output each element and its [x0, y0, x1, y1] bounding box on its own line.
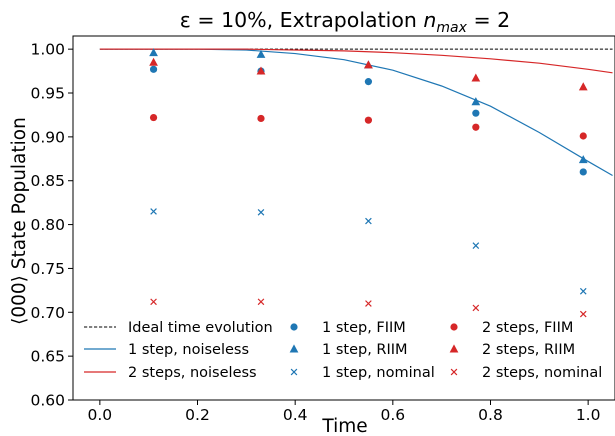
- chart-title-var: n: [423, 8, 436, 32]
- y-tick-label: 0.65: [30, 348, 65, 366]
- y-tick-label: 0.75: [30, 260, 65, 278]
- data-point-2-steps-riim: [578, 82, 588, 91]
- series-line-2-steps-noiseless: [99, 48, 613, 74]
- data-point-2-steps-fiim: [364, 116, 373, 124]
- chart-title: ε = 10%, Extrapolation nmax = 2: [180, 8, 510, 36]
- legend-label: 1 step, FIIM: [322, 320, 406, 336]
- legend-label: 2 steps, RIIM: [482, 342, 575, 358]
- legend-label: 2 steps, noiseless: [128, 365, 257, 381]
- y-tick-label: 0.95: [30, 85, 65, 103]
- chart-title-sub: max: [436, 20, 467, 36]
- data-point-1-step-fiim: [364, 78, 373, 86]
- data-point-1-step-fiim: [579, 168, 587, 176]
- legend-item-2-steps-noiseless: 2 steps, noiseless: [84, 365, 257, 381]
- legend-item-2-steps-riim: 2 steps, RIIM: [449, 342, 575, 358]
- data-point-2-steps-nominal: [579, 310, 587, 318]
- data-point-1-step-nominal: [150, 208, 157, 215]
- series-line-1-step-noiseless: [99, 48, 613, 176]
- plot-markers: [149, 48, 588, 318]
- y-axis-label: ⟨000⟩ State Population: [9, 117, 30, 325]
- x-tick-label: 0.6: [381, 406, 406, 424]
- legend-item-2-steps-nominal: 2 steps, nominal: [450, 365, 602, 381]
- data-point-2-steps-riim: [364, 60, 373, 69]
- legend-item-1-step-fiim: 1 step, FIIM: [290, 320, 406, 336]
- legend-swatch: [290, 323, 298, 331]
- chart-title-prefix: ε = 10%, Extrapolation: [180, 8, 424, 32]
- data-point-1-step-fiim: [149, 65, 158, 73]
- legend-swatch: [449, 344, 459, 353]
- legend-swatch: [289, 344, 299, 353]
- data-point-2-steps-fiim: [257, 114, 265, 123]
- axes: 0.0 0.2 0.4 0.6 0.8 1.0 0.60 0.65 0.70 0.75 0.80 0.…: [30, 35, 615, 424]
- legend-swatch: [290, 368, 298, 376]
- data-point-1-step-riim: [471, 97, 481, 106]
- data-point-1-step-fiim: [472, 109, 480, 117]
- legend-label: 1 step, noiseless: [128, 342, 249, 358]
- data-point-1-step-nominal: [579, 287, 587, 295]
- data-point-1-step-nominal: [365, 217, 372, 225]
- y-tick-label: 0.70: [30, 304, 65, 322]
- data-point-2-steps-riim: [256, 66, 266, 75]
- legend-swatch: [450, 323, 458, 331]
- y-tick-label: 0.80: [30, 216, 65, 234]
- data-point-1-step-nominal: [472, 242, 480, 249]
- data-point-2-steps-nominal: [472, 304, 480, 312]
- legend-label: Ideal time evolution: [128, 320, 273, 336]
- chart-title-suffix: = 2: [467, 8, 510, 32]
- legend-label: 1 step, RIIM: [322, 342, 408, 358]
- legend-item-2-steps-fiim: 2 steps, FIIM: [450, 320, 573, 336]
- data-point-2-steps-nominal: [150, 298, 157, 306]
- x-tick-label: 0.2: [185, 406, 210, 424]
- x-tick-label: 0.8: [478, 406, 503, 424]
- legend: Ideal time evolution 1 step, noiseless 2 s…: [84, 320, 602, 381]
- y-tick-label: 0.85: [30, 172, 65, 190]
- legend-label: 1 step, nominal: [322, 365, 435, 381]
- data-point-2-steps-riim: [471, 73, 481, 82]
- legend-item-1-step-riim: 1 step, RIIM: [289, 342, 408, 358]
- legend-item-1-step-noiseless: 1 step, noiseless: [84, 342, 249, 358]
- legend-swatch: [450, 368, 458, 376]
- legend-item-1-step-nominal: 1 step, nominal: [290, 365, 435, 381]
- legend-item-ideal-time-evolution: Ideal time evolution: [84, 320, 273, 336]
- x-axis-label: Time: [321, 416, 367, 436]
- data-point-1-step-nominal: [257, 208, 265, 216]
- data-point-1-step-riim: [149, 48, 158, 57]
- data-point-2-steps-riim: [149, 57, 158, 66]
- y-tick-label: 1.00: [30, 41, 65, 59]
- legend-label: 2 steps, nominal: [482, 365, 602, 381]
- data-point-2-steps-nominal: [365, 300, 372, 307]
- data-point-1-step-riim: [256, 49, 266, 58]
- data-point-2-steps-fiim: [149, 113, 158, 122]
- y-tick-label: 0.60: [30, 392, 65, 410]
- data-point-2-steps-fiim: [472, 123, 480, 131]
- data-point-2-steps-nominal: [257, 298, 265, 306]
- legend-label: 2 steps, FIIM: [482, 320, 573, 336]
- x-tick-label: 0.4: [283, 406, 308, 424]
- plot-frame: [72, 35, 615, 401]
- data-point-1-step-riim: [578, 155, 588, 164]
- plot-lines: [99, 48, 613, 176]
- x-tick-label: 0.0: [88, 406, 113, 424]
- data-point-2-steps-fiim: [579, 132, 587, 140]
- x-tick-label: 1.0: [576, 406, 601, 424]
- y-tick-label: 0.90: [30, 128, 65, 146]
